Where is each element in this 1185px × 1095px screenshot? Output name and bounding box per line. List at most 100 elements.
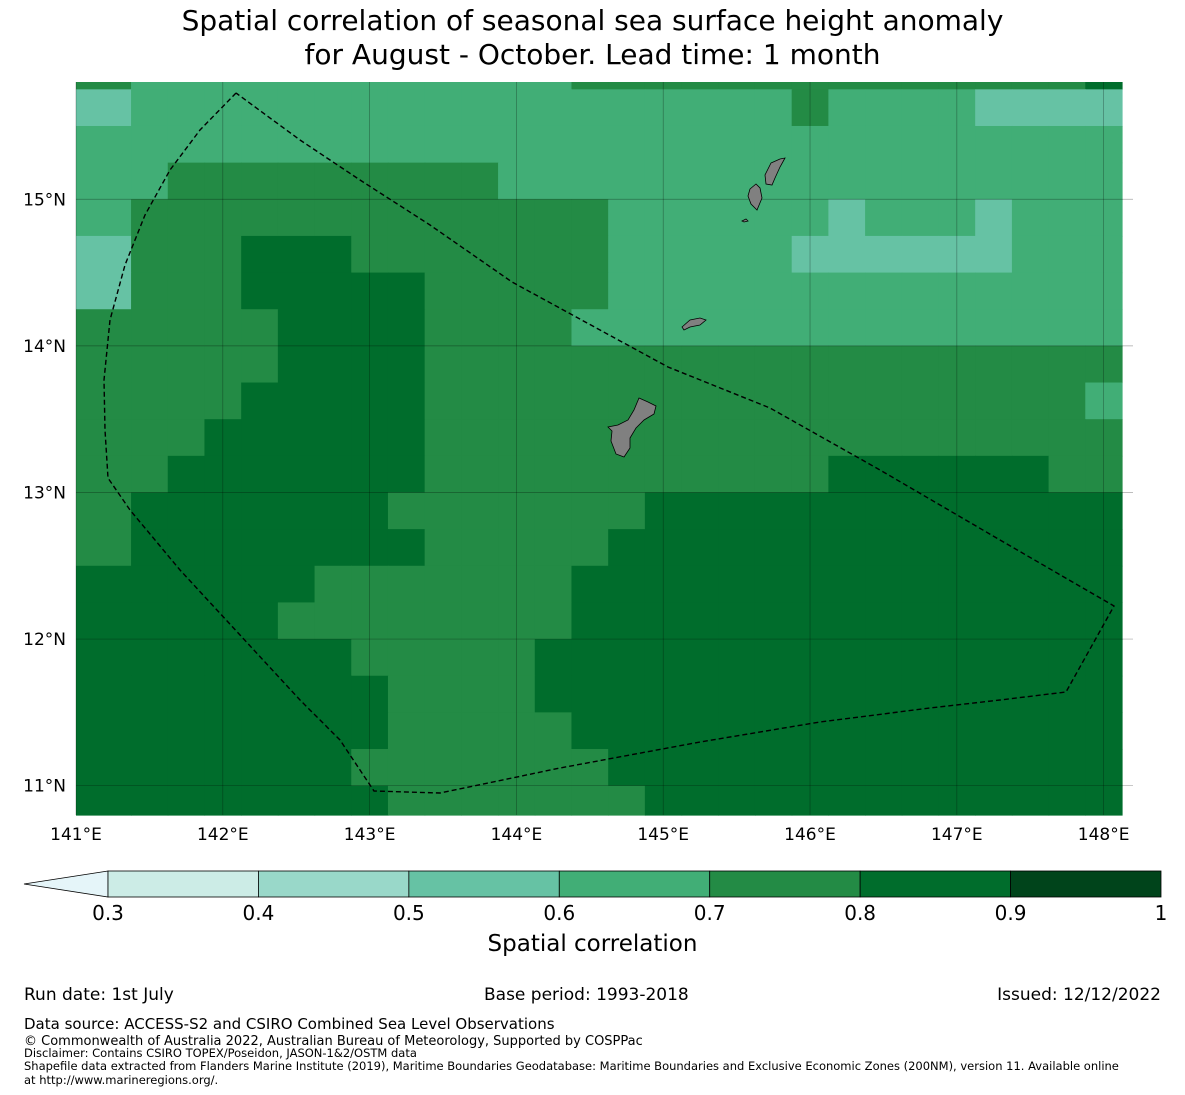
correlation-cell	[461, 602, 499, 640]
correlation-cell	[167, 529, 206, 567]
correlation-cell	[938, 89, 976, 127]
correlation-cell	[644, 712, 683, 750]
correlation-cell	[534, 345, 573, 384]
issued-date: Issued: 12/12/2022	[997, 985, 1161, 1005]
correlation-cell	[828, 602, 866, 640]
correlation-cell	[167, 199, 206, 237]
correlation-cell	[901, 492, 940, 530]
correlation-cell	[131, 712, 169, 750]
correlation-cell	[975, 309, 1013, 347]
correlation-cell	[76, 309, 132, 347]
correlation-cell	[534, 272, 573, 310]
correlation-cell	[608, 785, 646, 816]
correlation-cell	[1048, 382, 1086, 420]
correlation-cell	[204, 272, 242, 310]
correlation-cell	[644, 602, 683, 640]
correlation-cell	[167, 309, 206, 347]
correlation-cell	[1085, 382, 1123, 420]
correlation-cell	[76, 235, 132, 274]
correlation-cell	[351, 309, 389, 347]
correlation-cell	[76, 419, 132, 457]
correlation-cell	[608, 272, 646, 310]
correlation-cell	[1011, 749, 1050, 787]
correlation-cell	[277, 199, 316, 237]
correlation-cell	[277, 162, 316, 200]
correlation-cell	[498, 89, 536, 127]
colorbar-tick-label: 0.9	[995, 901, 1027, 925]
correlation-cell	[387, 455, 426, 494]
correlation-cell	[76, 89, 132, 127]
correlation-cell	[571, 125, 609, 164]
correlation-cell	[314, 712, 352, 750]
correlation-cell	[387, 492, 426, 530]
correlation-cell	[791, 639, 829, 677]
correlation-cell	[791, 602, 829, 640]
colorbar-swatch	[107, 870, 259, 898]
correlation-cell	[424, 82, 462, 90]
correlation-cell	[387, 125, 426, 164]
correlation-cell	[131, 529, 169, 567]
correlation-cell	[314, 272, 352, 310]
correlation-cell	[1011, 785, 1050, 816]
correlation-cell	[901, 162, 940, 200]
correlation-cell	[975, 565, 1013, 604]
correlation-cell	[1085, 529, 1123, 567]
correlation-cell	[204, 749, 242, 787]
correlation-cell	[131, 602, 169, 640]
correlation-cell	[314, 785, 352, 816]
correlation-cell	[76, 602, 132, 640]
title-line-1: Spatial correlation of seasonal sea surf…	[181, 4, 1004, 37]
correlation-cell	[1048, 82, 1086, 90]
correlation-cell	[241, 492, 279, 530]
correlation-cell	[167, 272, 206, 310]
correlation-cell	[424, 382, 462, 420]
longitude-tick-label: 141°E	[50, 825, 102, 845]
correlation-cell	[387, 272, 426, 310]
correlation-cell	[718, 89, 756, 127]
correlation-cell	[131, 455, 169, 494]
colorbar: 0.3 0.4 0.5 0.6 0.7 0.8 0.9 1	[23, 870, 1167, 925]
correlation-cell	[167, 419, 206, 457]
correlation-cell	[1085, 89, 1123, 127]
correlation-cell	[1048, 89, 1086, 127]
correlation-cell	[644, 639, 683, 677]
correlation-cell	[865, 529, 903, 567]
correlation-cell	[791, 125, 829, 164]
correlation-cell	[204, 419, 242, 457]
correlation-cell	[351, 492, 389, 530]
correlation-cell	[754, 419, 793, 457]
correlation-cell	[277, 639, 316, 677]
latitude-tick-label: 15°N	[23, 190, 66, 210]
correlation-cell	[754, 785, 793, 816]
correlation-cell	[76, 82, 132, 90]
correlation-cell	[534, 492, 573, 530]
correlation-cell	[167, 492, 206, 530]
correlation-cell	[498, 162, 536, 200]
correlation-cell	[424, 675, 462, 713]
correlation-cell	[828, 639, 866, 677]
colorbar-extend-arrow	[23, 870, 109, 898]
correlation-cell	[754, 272, 793, 310]
correlation-cell	[461, 89, 499, 127]
correlation-cell	[277, 309, 316, 347]
correlation-cell	[681, 199, 719, 237]
correlation-cell	[1011, 529, 1050, 567]
correlation-cell	[76, 272, 132, 310]
correlation-cell	[351, 529, 389, 567]
correlation-cell	[424, 199, 462, 237]
correlation-cell	[938, 382, 976, 420]
correlation-cell	[571, 89, 609, 127]
base-period: Base period: 1993-2018	[484, 985, 689, 1005]
correlation-cell	[461, 199, 499, 237]
correlation-cell	[461, 785, 499, 816]
correlation-cell	[204, 785, 242, 816]
correlation-cell	[461, 345, 499, 384]
correlation-cell	[351, 419, 389, 457]
correlation-cell	[461, 309, 499, 347]
correlation-cell	[901, 309, 940, 347]
correlation-cell	[1048, 162, 1086, 200]
correlation-cell	[167, 785, 206, 816]
correlation-cell	[608, 492, 646, 530]
correlation-cell	[718, 785, 756, 816]
correlation-cell	[534, 749, 573, 787]
